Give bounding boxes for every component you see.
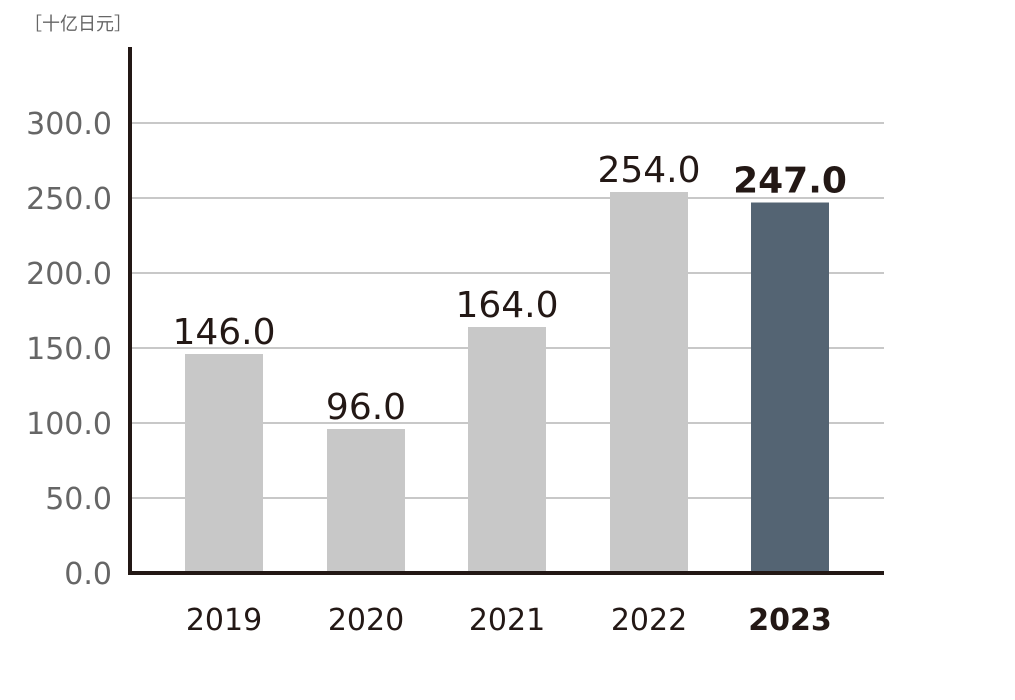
bar — [185, 354, 263, 573]
y-tick-label: 200.0 — [26, 257, 112, 292]
data-labels: 146.0 96.0 164.0 254.0 247.0 — [172, 150, 846, 428]
y-tick-label: 0.0 — [64, 557, 112, 592]
bar-highlight — [751, 202, 829, 573]
y-tick-label: 100.0 — [26, 407, 112, 442]
data-label: 146.0 — [172, 312, 275, 353]
data-label: 164.0 — [455, 285, 558, 326]
x-tick-label: 2019 — [186, 603, 262, 638]
data-label: 247.0 — [733, 161, 847, 202]
bar — [468, 327, 546, 573]
unit-label: ［十亿日元］ — [24, 14, 132, 35]
y-tick-label: 150.0 — [26, 332, 112, 367]
x-tick-label: 2022 — [611, 603, 687, 638]
y-axis-ticks: 0.0 50.0 100.0 150.0 200.0 250.0 300.0 — [26, 107, 112, 592]
bars — [185, 192, 829, 573]
data-label: 96.0 — [326, 387, 406, 428]
x-tick-label: 2021 — [469, 603, 545, 638]
bar — [610, 192, 688, 573]
y-tick-label: 250.0 — [26, 182, 112, 217]
y-tick-label: 50.0 — [45, 482, 112, 517]
bar — [327, 429, 405, 573]
data-label: 254.0 — [597, 150, 700, 191]
x-axis-ticks: 2019 2020 2021 2022 2023 — [186, 603, 832, 638]
x-tick-label: 2020 — [328, 603, 404, 638]
x-tick-label: 2023 — [748, 603, 832, 638]
y-tick-label: 300.0 — [26, 107, 112, 142]
